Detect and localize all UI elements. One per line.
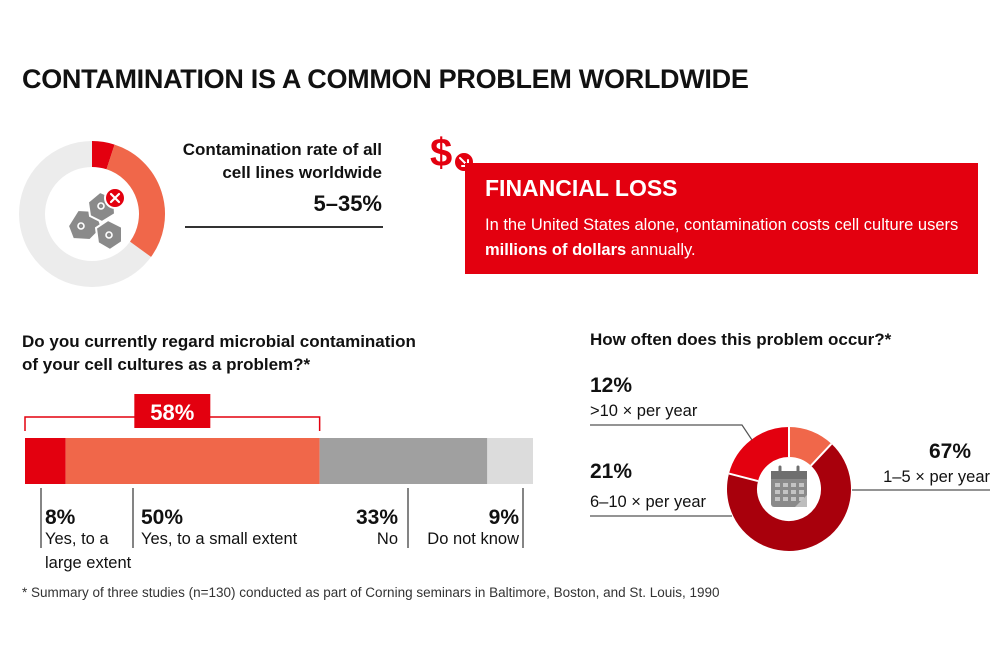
donut-slice-2 xyxy=(728,427,790,482)
financial-loss-text-after: annually. xyxy=(626,241,696,259)
donut-slice-0 xyxy=(788,427,832,467)
svg-text:$: $ xyxy=(430,131,452,174)
bar-segment-3 xyxy=(487,438,533,484)
footnote: * Summary of three studies (n=130) condu… xyxy=(22,585,720,600)
donut-slice-1 xyxy=(727,443,851,551)
problem-question-line1: Do you currently regard microbial contam… xyxy=(22,332,416,351)
contamination-rate-donut xyxy=(19,141,165,287)
donut-value-label-2: 21% xyxy=(590,460,632,483)
segment-desc-label-0-1: large extent xyxy=(45,554,132,572)
donut-desc-label-0: >10 × per year xyxy=(590,402,698,420)
segment-value-label-3: 9% xyxy=(489,506,520,529)
frequency-donut-chart: 12% >10 × per year 67% 1–5 × per year 21% 6–1… xyxy=(590,374,990,551)
rate-label-line2: cell lines worldwide xyxy=(222,163,382,182)
donut-leader-0 xyxy=(590,424,753,441)
financial-loss-text: In the United States alone, contaminatio… xyxy=(485,213,965,263)
financial-loss-title: FINANCIAL LOSS xyxy=(485,175,678,201)
donut-separator-1 xyxy=(810,443,833,467)
donut-value-label-0: 12% xyxy=(590,374,632,397)
donut-value-label-1: 67% xyxy=(929,440,971,463)
problem-question-line2: of your cell cultures as a problem?* xyxy=(22,355,311,374)
financial-loss-box: FINANCIAL LOSS In the United States alon… xyxy=(465,163,978,274)
rate-divider xyxy=(185,226,383,228)
problem-question: Do you currently regard microbial contam… xyxy=(22,330,482,376)
segment-value-label-1: 50% xyxy=(141,506,183,529)
bracket-badge xyxy=(134,394,211,428)
problem-stacked-bar-chart: 58% 8%Yes, to a large extent 50%Yes, to a s… xyxy=(24,394,533,572)
financial-loss-text-bold: millions of dollars xyxy=(485,241,627,259)
segment-desc-label-3-0: Do not know xyxy=(427,530,519,548)
bracket-label: 58% xyxy=(150,400,194,425)
rate-arc-min xyxy=(91,141,115,170)
bar-segment-1 xyxy=(65,438,320,484)
financial-loss-text-before: In the United States alone, contaminatio… xyxy=(485,216,959,234)
donut-desc-label-2: 6–10 × per year xyxy=(590,493,707,511)
bar-segment-2 xyxy=(319,438,488,484)
rate-arc-range xyxy=(105,144,165,257)
contamination-rate-value: 5–35% xyxy=(313,191,382,216)
segment-desc-label-0-0: Yes, to a xyxy=(45,530,109,548)
donut-separator-2 xyxy=(728,472,759,483)
frequency-question: How often does this problem occur?* xyxy=(590,330,892,349)
segment-desc-label-2-0: No xyxy=(377,530,398,548)
segment-desc-label-1-0: Yes, to a small extent xyxy=(141,530,298,548)
page-title: CONTAMINATION IS A COMMON PROBLEM WORLDW… xyxy=(22,64,749,94)
rate-label-line1: Contamination rate of all xyxy=(182,140,382,159)
contamination-rate-label: Contamination rate of all cell lines wor… xyxy=(160,138,382,184)
segment-value-label-2: 33% xyxy=(356,506,398,529)
cells-with-x-icon xyxy=(66,187,126,252)
calendar-icon xyxy=(771,465,807,507)
segment-value-label-0: 8% xyxy=(45,506,76,529)
bar-segment-0 xyxy=(25,438,66,484)
donut-desc-label-1: 1–5 × per year xyxy=(883,468,990,486)
